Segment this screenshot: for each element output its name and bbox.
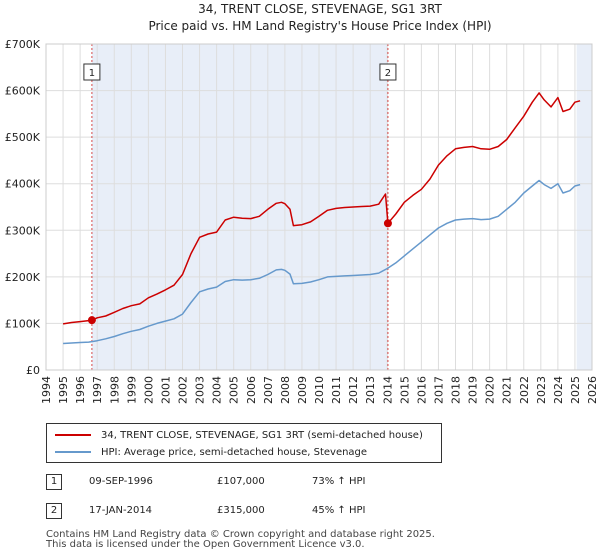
x-tick-label: 1996 <box>74 376 87 404</box>
x-tick-label: 2023 <box>535 376 548 404</box>
footer: Contains HM Land Registry data © Crown c… <box>46 530 435 550</box>
sale-label-number: 1 <box>89 68 95 79</box>
x-tick-label: 2002 <box>177 376 190 404</box>
x-tick-label: 1999 <box>125 376 138 404</box>
x-tick-label: 2026 <box>586 376 599 404</box>
x-tick-label: 2005 <box>228 376 241 404</box>
legend-swatch-hpi <box>55 451 91 453</box>
x-tick-label: 2010 <box>313 376 326 404</box>
footer-copyright: Contains HM Land Registry data © Crown c… <box>46 529 435 540</box>
x-tick-label: 2000 <box>142 376 155 404</box>
y-tick-label: £200K <box>5 271 41 284</box>
footer-licence: This data is licensed under the Open Gov… <box>46 539 365 550</box>
sale-point <box>383 219 392 228</box>
sale-date: 17-JAN-2014 <box>89 505 153 516</box>
chart-subtitle: Price paid vs. HM Land Registry's House … <box>148 19 491 33</box>
y-tick-label: £300K <box>5 224 41 237</box>
x-tick-label: 2003 <box>194 376 207 404</box>
x-tick-label: 1997 <box>91 376 104 404</box>
sale-point <box>87 316 96 325</box>
x-tick-label: 2013 <box>364 376 377 404</box>
legend-item-hpi: HPI: Average price, semi-detached house,… <box>55 444 367 460</box>
x-tick-label: 2014 <box>381 376 394 404</box>
x-tick-label: 2016 <box>415 376 428 404</box>
x-tick-label: 2018 <box>450 376 463 404</box>
legend-swatch-property <box>55 434 91 436</box>
x-tick-label: 2024 <box>552 376 565 404</box>
sale-label-number: 2 <box>385 68 391 79</box>
x-tick-label: 2001 <box>159 376 172 404</box>
x-tick-label: 2004 <box>211 376 224 404</box>
chart-title: 34, TRENT CLOSE, STEVENAGE, SG1 3RT <box>198 2 442 16</box>
x-tick-label: 2012 <box>347 376 360 404</box>
sale-date: 09-SEP-1996 <box>89 476 153 487</box>
x-tick-label: 2009 <box>296 376 309 404</box>
sale-price: £315,000 <box>217 505 265 516</box>
x-tick-label: 2017 <box>432 376 445 404</box>
x-tick-label: 2021 <box>501 376 514 404</box>
sale-hpi-change: 73% ↑ HPI <box>312 476 366 487</box>
y-tick-label: £500K <box>5 131 41 144</box>
sale-number-badge: 2 <box>46 503 62 519</box>
y-tick-label: £700K <box>5 38 41 51</box>
property-price-line <box>62 92 581 325</box>
x-tick-label: 2008 <box>279 376 292 404</box>
x-tick-label: 2019 <box>467 376 480 404</box>
x-tick-label: 2015 <box>398 376 411 404</box>
x-tick-label: 2007 <box>262 376 275 404</box>
legend-item-property: 34, TRENT CLOSE, STEVENAGE, SG1 3RT (sem… <box>55 427 423 443</box>
legend: 34, TRENT CLOSE, STEVENAGE, SG1 3RT (sem… <box>46 423 442 463</box>
price-chart: 34, TRENT CLOSE, STEVENAGE, SG1 3RT Pric… <box>5 2 599 404</box>
x-tick-label: 1994 <box>40 376 53 404</box>
shaded-region <box>91 44 388 370</box>
legend-label-hpi: HPI: Average price, semi-detached house,… <box>101 446 368 458</box>
x-tick-label: 2025 <box>569 376 582 404</box>
y-tick-label: £400K <box>5 178 41 191</box>
x-tick-label: 1998 <box>108 376 121 404</box>
plot-frame <box>45 43 593 371</box>
x-tick-label: 2006 <box>245 376 258 404</box>
sale-hpi-change: 45% ↑ HPI <box>312 505 366 516</box>
y-tick-label: £600K <box>5 85 41 98</box>
sale-label-box <box>83 63 101 81</box>
y-tick-label: £0 <box>26 364 40 377</box>
hpi-line <box>63 179 581 345</box>
x-tick-label: 2011 <box>330 376 343 404</box>
x-tick-label: 2020 <box>484 376 497 404</box>
legend-label-property: 34, TRENT CLOSE, STEVENAGE, SG1 3RT (sem… <box>101 429 423 441</box>
y-tick-label: £100K <box>5 317 41 330</box>
shaded-region <box>576 44 592 370</box>
sale-price: £107,000 <box>217 476 265 487</box>
x-tick-label: 2022 <box>518 376 531 404</box>
sale-label-box <box>379 63 397 81</box>
sale-number-badge: 1 <box>46 474 62 490</box>
x-tick-label: 1995 <box>57 376 70 404</box>
